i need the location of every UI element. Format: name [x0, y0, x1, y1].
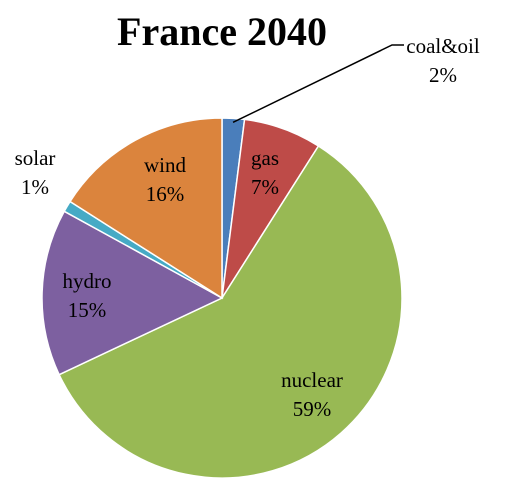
slice-label: coal&oil: [406, 34, 480, 58]
slice-label: nuclear: [281, 368, 343, 392]
slice-label: solar: [15, 146, 56, 170]
slice-value-label: 15%: [68, 298, 107, 322]
pie-slice: [68, 117, 223, 300]
pie-slice: [41, 210, 224, 376]
slice-value-label: 16%: [146, 182, 185, 206]
leader-line: [232, 44, 404, 124]
slice-value-label: 7%: [251, 175, 279, 199]
slice-value-label: 1%: [21, 175, 49, 199]
pie-slice: [58, 144, 403, 479]
slice-label: wind: [144, 153, 187, 177]
slice-value-label: 2%: [429, 63, 457, 87]
slice-value-label: 59%: [293, 397, 332, 421]
slice-label: hydro: [63, 269, 112, 293]
chart-title: France 2040: [117, 9, 327, 54]
slice-label: gas: [251, 146, 279, 170]
